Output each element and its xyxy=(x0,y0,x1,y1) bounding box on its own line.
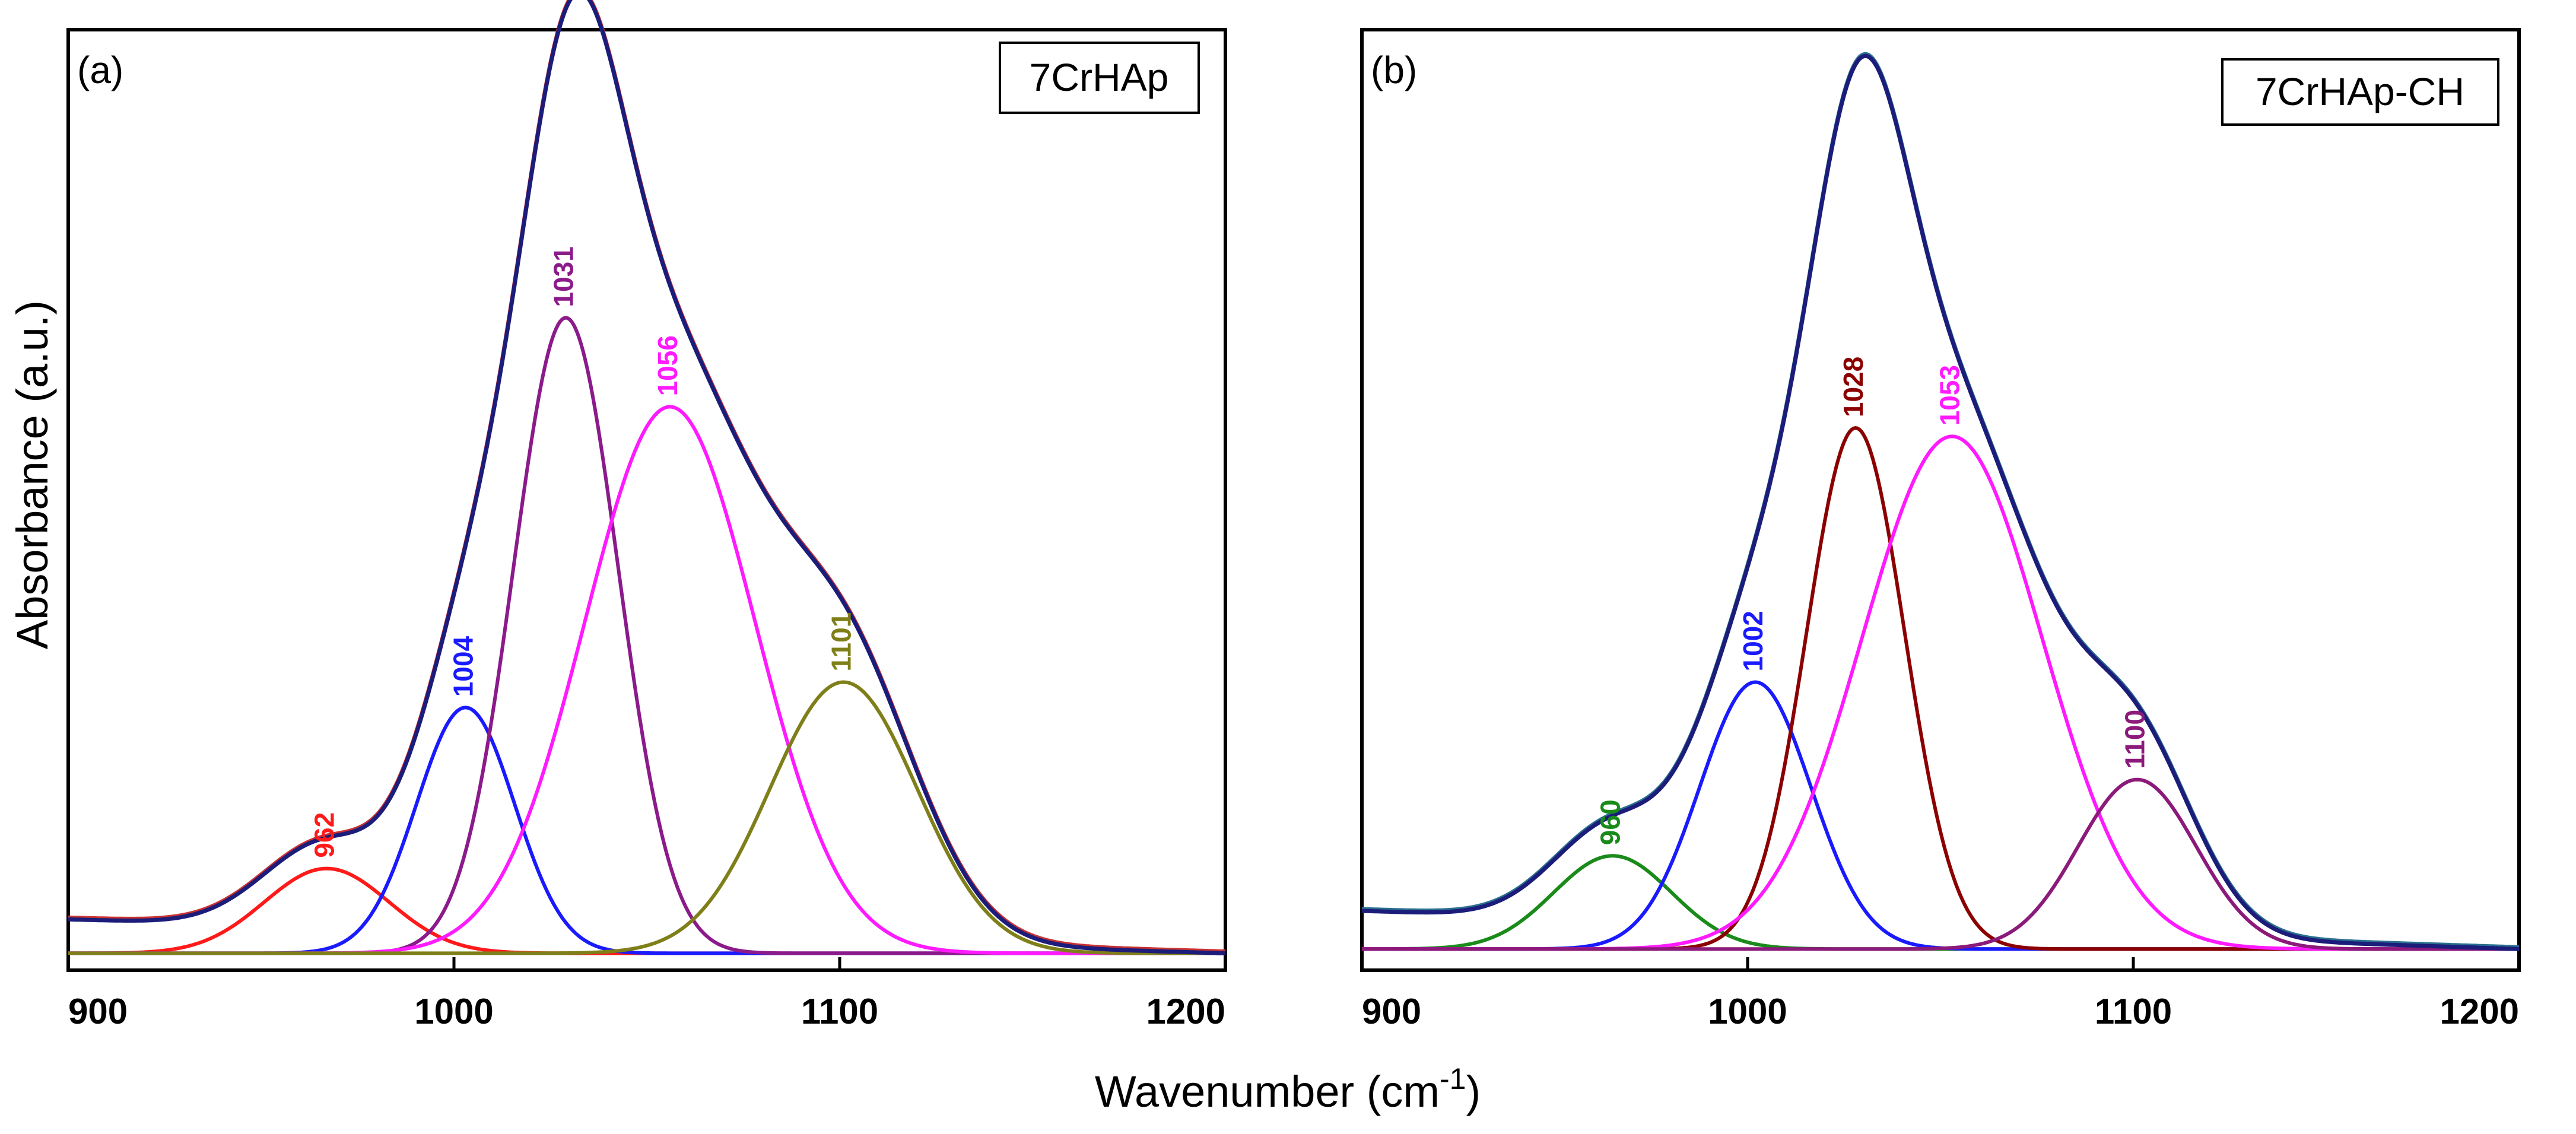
panel-b-peak-960 xyxy=(1362,854,2519,951)
panel-a-peak-labels: 962 1004 1031 1056 1101 xyxy=(309,246,857,857)
panel-b-peak-label-1053: 1053 xyxy=(1935,365,1965,425)
panel-b-peak-label-1100: 1100 xyxy=(2120,710,2151,769)
panel-b-x-ticks: 900 1000 1100 1200 xyxy=(1360,957,2521,1031)
panel-a-peak-1031 xyxy=(68,316,1225,955)
panel-a-peak-1101 xyxy=(68,680,1225,955)
panel-a-frame xyxy=(66,28,1227,972)
panel-a-peak-label-1031: 1031 xyxy=(548,246,579,307)
panel-a: (a) 7CrHAp 962 1004 1031 1056 1101 900 1000 11… xyxy=(66,0,1227,1031)
x-axis-label-main: Wavenumber (cm xyxy=(1095,1067,1440,1116)
panel-b-peak-1053 xyxy=(1362,434,2519,951)
panel-a-label: (a) xyxy=(77,49,123,91)
panel-a-peak-1004 xyxy=(68,706,1225,955)
panel-a-title-box xyxy=(999,42,1200,114)
panel-a-peak-label-1004: 1004 xyxy=(448,636,479,697)
panel-b-peak-label-960: 960 xyxy=(1595,799,1626,845)
panel-a-x-ticks: 900 1000 1100 1200 xyxy=(66,957,1227,1031)
panel-a-x-tick-label-1100: 1100 xyxy=(801,992,878,1031)
panel-a-peak-label-962: 962 xyxy=(309,812,340,858)
x-axis-label: Wavenumber (cm-1) xyxy=(1095,1062,1481,1116)
panel-a-peak-label-1056: 1056 xyxy=(652,335,683,396)
panel-b-title: 7CrHAp-CH xyxy=(2256,69,2464,113)
panel-b-x-tick-label-1100: 1100 xyxy=(2095,992,2172,1031)
panel-b-peak-label-1002: 1002 xyxy=(1738,611,1768,671)
panel-a-envelope-shadow xyxy=(68,0,1226,954)
x-axis-label-close: ) xyxy=(1466,1067,1481,1116)
panel-b-x-tick-label-900: 900 xyxy=(1362,992,1421,1031)
panel-a-title: 7CrHAp xyxy=(1030,55,1169,99)
panel-b-envelope-shadow xyxy=(1361,52,2520,949)
panel-b-curves xyxy=(1361,52,2520,951)
x-axis-label-superscript: -1 xyxy=(1440,1062,1466,1095)
panel-b-x-tick-label-1200: 1200 xyxy=(2440,992,2519,1031)
panel-b-peak-1028 xyxy=(1362,426,2519,951)
panel-a-x-tick-label-900: 900 xyxy=(68,992,128,1031)
panel-a-peak-1056 xyxy=(68,405,1225,955)
panel-a-envelope xyxy=(68,0,1226,955)
y-axis-label: Absorbance (a.u.) xyxy=(8,300,57,649)
panel-a-x-tick-label-1000: 1000 xyxy=(414,992,493,1031)
panel-a-peak-label-1101: 1101 xyxy=(826,612,857,672)
panel-b-label: (b) xyxy=(1371,49,1417,91)
panel-b-peak-labels: 960 1002 1028 1053 1100 xyxy=(1595,357,2151,845)
panel-b-frame xyxy=(1360,28,2521,972)
panel-b-title-box xyxy=(2221,58,2499,126)
panel-b-peak-1100 xyxy=(1362,777,2519,951)
panel-a-x-tick-label-1200: 1200 xyxy=(1146,992,1225,1031)
panel-b-x-tick-label-1000: 1000 xyxy=(1708,992,1787,1031)
panel-a-curves xyxy=(68,0,1226,955)
panel-b-envelope xyxy=(1361,53,2520,951)
panel-b: (b) 7CrHAp-CH 960 1002 1028 1053 1100 900 100… xyxy=(1360,28,2521,1031)
panel-b-peak-label-1028: 1028 xyxy=(1838,357,1869,417)
